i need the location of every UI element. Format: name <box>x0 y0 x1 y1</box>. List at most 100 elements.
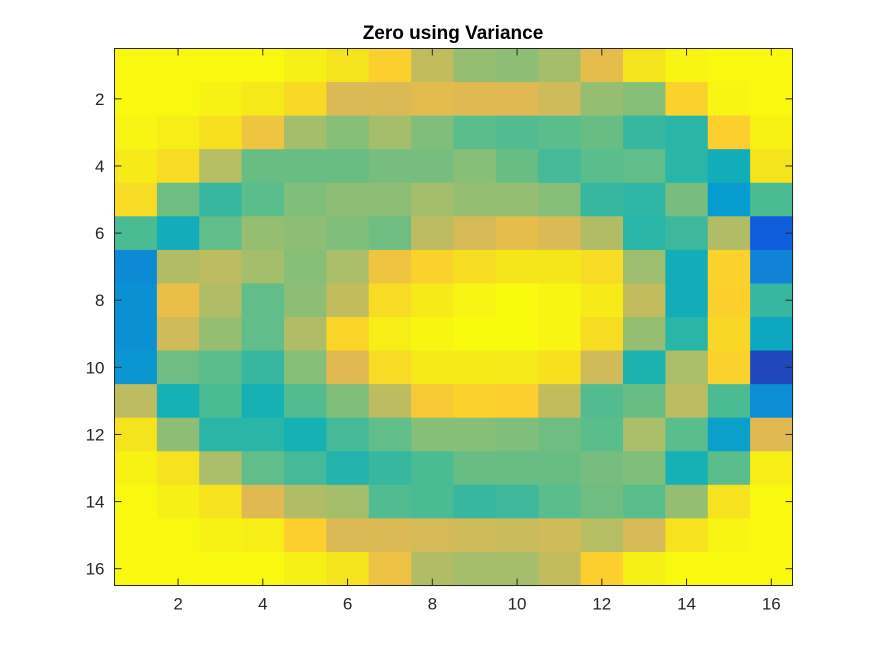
heatmap-cell <box>623 350 666 385</box>
heatmap-cell <box>368 551 412 587</box>
heatmap-cell <box>495 249 539 285</box>
heatmap-cell <box>580 216 624 251</box>
heatmap-cell <box>707 182 751 217</box>
heatmap-cell <box>623 484 666 519</box>
heatmap-cell <box>580 182 624 217</box>
heatmap-cell <box>284 518 327 553</box>
heatmap-cell <box>665 115 709 150</box>
heatmap-cell <box>241 417 285 452</box>
heatmap-cell <box>495 384 539 419</box>
heatmap-cell <box>156 518 200 553</box>
heatmap-cell <box>114 451 158 486</box>
x-axis: 2 4 6 8 10 12 14 16 <box>173 48 781 614</box>
heatmap-cell <box>199 417 243 452</box>
heatmap-cell <box>411 417 455 452</box>
heatmap-cell <box>495 451 539 486</box>
x-tick-label: 4 <box>258 595 267 614</box>
y-axis: 2 4 6 8 10 12 14 16 <box>86 90 793 579</box>
heatmap-cell <box>114 149 158 184</box>
heatmap-cell <box>665 350 709 385</box>
heatmap-cell <box>538 115 582 150</box>
heatmap-cell <box>114 484 158 519</box>
heatmap-cell <box>623 384 666 419</box>
x-tick-label: 10 <box>508 595 527 614</box>
heatmap-cell <box>114 216 158 251</box>
heatmap-cell <box>538 384 582 419</box>
heatmap-cell <box>707 384 751 419</box>
heatmap-cell <box>199 484 243 519</box>
heatmap-cell <box>453 384 497 419</box>
x-tick-label: 12 <box>592 595 611 614</box>
heatmap-cell <box>156 484 200 519</box>
heatmap-cell <box>114 283 158 318</box>
heatmap-cell <box>665 384 709 419</box>
heatmap-cell <box>199 451 243 486</box>
heatmap-cell <box>453 283 497 318</box>
heatmap-cell <box>538 182 582 217</box>
heatmap-cell <box>538 350 582 385</box>
heatmap-cell <box>623 249 666 285</box>
heatmap-cell <box>665 417 709 452</box>
heatmap-cell <box>284 115 327 150</box>
heatmap-cell <box>284 216 327 251</box>
heatmap-cell <box>284 417 327 452</box>
heatmap-cell <box>495 518 539 553</box>
heatmap-cell <box>707 518 751 553</box>
y-tick-label: 12 <box>86 425 105 444</box>
heatmap-cell <box>411 115 455 150</box>
heatmap-cell <box>114 417 158 452</box>
heatmap-cell <box>453 115 497 150</box>
heatmap-cell <box>326 484 370 519</box>
y-tick-label: 8 <box>95 291 104 310</box>
heatmap-cell <box>453 216 497 251</box>
heatmap-cell <box>326 216 370 251</box>
heatmap-cell <box>326 384 370 419</box>
heatmap-cell <box>326 518 370 553</box>
heatmap-cell <box>156 82 200 117</box>
heatmap-cell <box>495 149 539 184</box>
heatmap-cell <box>199 551 243 587</box>
heatmap-cell <box>326 317 370 352</box>
heatmap-cell <box>580 283 624 318</box>
heatmap-cell <box>199 182 243 217</box>
heatmap-cell <box>326 149 370 184</box>
heatmap-cell <box>538 216 582 251</box>
heatmap-cell <box>750 115 794 150</box>
heatmap-cell <box>580 451 624 486</box>
heatmap-cell <box>411 182 455 217</box>
heatmap-cell <box>199 283 243 318</box>
heatmap-cell <box>199 149 243 184</box>
heatmap-cell <box>326 82 370 117</box>
heatmap-cell <box>707 317 751 352</box>
heatmap-cell <box>665 149 709 184</box>
heatmap-cell <box>114 48 158 83</box>
heatmap-cell <box>453 182 497 217</box>
heatmap-cell <box>368 249 412 285</box>
heatmap-cell <box>453 48 497 83</box>
heatmap-cell <box>241 484 285 519</box>
heatmap-cell <box>368 149 412 184</box>
heatmap-cell <box>199 249 243 285</box>
heatmap-cell <box>707 417 751 452</box>
chart-title: Zero using Variance <box>363 23 544 44</box>
heatmap-cell <box>750 249 794 285</box>
heatmap-cell <box>411 216 455 251</box>
heatmap-cell <box>623 317 666 352</box>
x-tick-label: 2 <box>173 595 182 614</box>
heatmap-cell <box>495 182 539 217</box>
x-tick-label: 6 <box>343 595 352 614</box>
heatmap-cell <box>411 451 455 486</box>
heatmap-cell <box>538 317 582 352</box>
heatmap-cell <box>326 115 370 150</box>
x-tick-label: 8 <box>428 595 437 614</box>
heatmap-cell <box>750 451 794 486</box>
heatmap-cell <box>707 249 751 285</box>
heatmap-cell <box>411 384 455 419</box>
y-tick-label: 14 <box>86 493 105 512</box>
heatmap-cell <box>707 115 751 150</box>
heatmap-cell <box>580 149 624 184</box>
heatmap-cell <box>411 249 455 285</box>
heatmap-cell <box>495 484 539 519</box>
heatmap-cell <box>495 82 539 117</box>
heatmap-cell <box>368 350 412 385</box>
